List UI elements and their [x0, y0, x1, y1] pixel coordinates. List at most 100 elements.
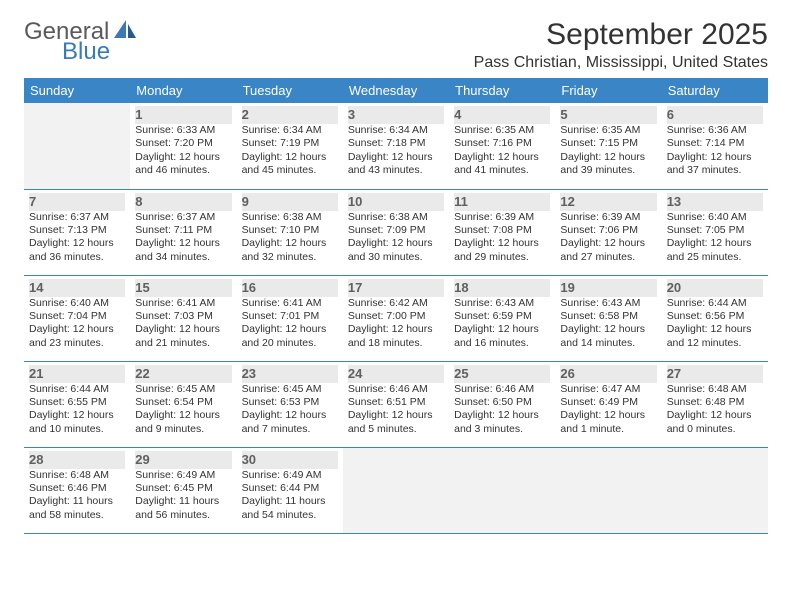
cell-content: Sunrise: 6:38 AMSunset: 7:09 PMDaylight:…	[348, 211, 444, 265]
daylight-line: Daylight: 12 hours and 0 minutes.	[667, 409, 763, 436]
sunset-line: Sunset: 7:09 PM	[348, 224, 444, 237]
calendar-cell-empty	[662, 447, 768, 533]
sunrise-line: Sunrise: 6:49 AM	[135, 469, 231, 482]
cell-content: Sunrise: 6:46 AMSunset: 6:51 PMDaylight:…	[348, 383, 444, 437]
title-block: September 2025 Pass Christian, Mississip…	[474, 18, 768, 72]
location-subtitle: Pass Christian, Mississippi, United Stat…	[474, 54, 768, 72]
sunset-line: Sunset: 7:18 PM	[348, 137, 444, 150]
sunrise-line: Sunrise: 6:34 AM	[348, 124, 444, 137]
daylight-line: Daylight: 12 hours and 23 minutes.	[29, 323, 125, 350]
sunrise-line: Sunrise: 6:48 AM	[667, 383, 763, 396]
cell-content: Sunrise: 6:42 AMSunset: 7:00 PMDaylight:…	[348, 297, 444, 351]
calendar-cell: 1Sunrise: 6:33 AMSunset: 7:20 PMDaylight…	[130, 103, 236, 189]
calendar-cell: 7Sunrise: 6:37 AMSunset: 7:13 PMDaylight…	[24, 189, 130, 275]
sunset-line: Sunset: 7:04 PM	[29, 310, 125, 323]
daylight-line: Daylight: 11 hours and 58 minutes.	[29, 495, 125, 522]
sunrise-line: Sunrise: 6:39 AM	[560, 211, 656, 224]
calendar-cell: 26Sunrise: 6:47 AMSunset: 6:49 PMDayligh…	[555, 361, 661, 447]
calendar-cell-empty	[343, 447, 449, 533]
cell-content: Sunrise: 6:40 AMSunset: 7:04 PMDaylight:…	[29, 297, 125, 351]
calendar-cell: 6Sunrise: 6:36 AMSunset: 7:14 PMDaylight…	[662, 103, 768, 189]
day-header-row: SundayMondayTuesdayWednesdayThursdayFrid…	[24, 78, 768, 103]
day-number: 26	[560, 365, 574, 382]
calendar-cell: 9Sunrise: 6:38 AMSunset: 7:10 PMDaylight…	[237, 189, 343, 275]
daylight-line: Daylight: 12 hours and 25 minutes.	[667, 237, 763, 264]
sunset-line: Sunset: 6:56 PM	[667, 310, 763, 323]
cell-content: Sunrise: 6:49 AMSunset: 6:44 PMDaylight:…	[242, 469, 338, 523]
daylight-line: Daylight: 12 hours and 45 minutes.	[242, 151, 338, 178]
sunrise-line: Sunrise: 6:38 AM	[242, 211, 338, 224]
daylight-line: Daylight: 12 hours and 10 minutes.	[29, 409, 125, 436]
calendar-cell: 22Sunrise: 6:45 AMSunset: 6:54 PMDayligh…	[130, 361, 236, 447]
cell-content: Sunrise: 6:49 AMSunset: 6:45 PMDaylight:…	[135, 469, 231, 523]
calendar-body: 1Sunrise: 6:33 AMSunset: 7:20 PMDaylight…	[24, 103, 768, 533]
day-number: 11	[454, 193, 468, 210]
cell-content: Sunrise: 6:38 AMSunset: 7:10 PMDaylight:…	[242, 211, 338, 265]
sunset-line: Sunset: 6:46 PM	[29, 482, 125, 495]
day-number: 6	[667, 106, 674, 123]
sunrise-line: Sunrise: 6:48 AM	[29, 469, 125, 482]
daylight-line: Daylight: 12 hours and 39 minutes.	[560, 151, 656, 178]
sunset-line: Sunset: 7:20 PM	[135, 137, 231, 150]
sunrise-line: Sunrise: 6:46 AM	[454, 383, 550, 396]
sunset-line: Sunset: 6:49 PM	[560, 396, 656, 409]
sunrise-line: Sunrise: 6:35 AM	[454, 124, 550, 137]
calendar-cell: 27Sunrise: 6:48 AMSunset: 6:48 PMDayligh…	[662, 361, 768, 447]
day-number: 20	[667, 279, 681, 296]
daylight-line: Daylight: 12 hours and 20 minutes.	[242, 323, 338, 350]
cell-content: Sunrise: 6:46 AMSunset: 6:50 PMDaylight:…	[454, 383, 550, 437]
day-header: Monday	[130, 78, 236, 103]
sunset-line: Sunset: 7:06 PM	[560, 224, 656, 237]
sunrise-line: Sunrise: 6:42 AM	[348, 297, 444, 310]
calendar-cell: 17Sunrise: 6:42 AMSunset: 7:00 PMDayligh…	[343, 275, 449, 361]
daylight-line: Daylight: 12 hours and 18 minutes.	[348, 323, 444, 350]
sunset-line: Sunset: 6:58 PM	[560, 310, 656, 323]
calendar-cell: 2Sunrise: 6:34 AMSunset: 7:19 PMDaylight…	[237, 103, 343, 189]
logo: General Blue	[24, 18, 138, 66]
sunrise-line: Sunrise: 6:40 AM	[667, 211, 763, 224]
cell-content: Sunrise: 6:45 AMSunset: 6:54 PMDaylight:…	[135, 383, 231, 437]
day-header: Wednesday	[343, 78, 449, 103]
day-number: 17	[348, 279, 362, 296]
day-number: 30	[242, 451, 256, 468]
cell-content: Sunrise: 6:37 AMSunset: 7:11 PMDaylight:…	[135, 211, 231, 265]
sunrise-line: Sunrise: 6:38 AM	[348, 211, 444, 224]
daylight-line: Daylight: 12 hours and 21 minutes.	[135, 323, 231, 350]
day-number: 21	[29, 365, 43, 382]
sunrise-line: Sunrise: 6:33 AM	[135, 124, 231, 137]
daylight-line: Daylight: 12 hours and 1 minute.	[560, 409, 656, 436]
calendar-cell: 11Sunrise: 6:39 AMSunset: 7:08 PMDayligh…	[449, 189, 555, 275]
cell-content: Sunrise: 6:40 AMSunset: 7:05 PMDaylight:…	[667, 211, 763, 265]
sunrise-line: Sunrise: 6:44 AM	[29, 383, 125, 396]
day-number: 16	[242, 279, 256, 296]
day-number: 14	[29, 279, 43, 296]
calendar-cell: 19Sunrise: 6:43 AMSunset: 6:58 PMDayligh…	[555, 275, 661, 361]
cell-content: Sunrise: 6:33 AMSunset: 7:20 PMDaylight:…	[135, 124, 231, 178]
sunset-line: Sunset: 7:10 PM	[242, 224, 338, 237]
day-number: 3	[348, 106, 355, 123]
sunset-line: Sunset: 7:15 PM	[560, 137, 656, 150]
day-header: Thursday	[449, 78, 555, 103]
cell-content: Sunrise: 6:48 AMSunset: 6:46 PMDaylight:…	[29, 469, 125, 523]
calendar-cell: 14Sunrise: 6:40 AMSunset: 7:04 PMDayligh…	[24, 275, 130, 361]
daylight-line: Daylight: 12 hours and 37 minutes.	[667, 151, 763, 178]
sunset-line: Sunset: 7:00 PM	[348, 310, 444, 323]
sunset-line: Sunset: 7:19 PM	[242, 137, 338, 150]
day-number: 19	[560, 279, 574, 296]
daylight-line: Daylight: 12 hours and 29 minutes.	[454, 237, 550, 264]
sunset-line: Sunset: 7:01 PM	[242, 310, 338, 323]
day-number: 28	[29, 451, 43, 468]
daylight-line: Daylight: 12 hours and 32 minutes.	[242, 237, 338, 264]
daylight-line: Daylight: 12 hours and 16 minutes.	[454, 323, 550, 350]
calendar-cell: 5Sunrise: 6:35 AMSunset: 7:15 PMDaylight…	[555, 103, 661, 189]
sunset-line: Sunset: 7:08 PM	[454, 224, 550, 237]
cell-content: Sunrise: 6:47 AMSunset: 6:49 PMDaylight:…	[560, 383, 656, 437]
calendar-cell: 13Sunrise: 6:40 AMSunset: 7:05 PMDayligh…	[662, 189, 768, 275]
calendar-week: 14Sunrise: 6:40 AMSunset: 7:04 PMDayligh…	[24, 275, 768, 361]
calendar-cell: 8Sunrise: 6:37 AMSunset: 7:11 PMDaylight…	[130, 189, 236, 275]
day-number: 18	[454, 279, 468, 296]
sunrise-line: Sunrise: 6:39 AM	[454, 211, 550, 224]
cell-content: Sunrise: 6:41 AMSunset: 7:01 PMDaylight:…	[242, 297, 338, 351]
day-header: Saturday	[662, 78, 768, 103]
calendar-cell: 15Sunrise: 6:41 AMSunset: 7:03 PMDayligh…	[130, 275, 236, 361]
